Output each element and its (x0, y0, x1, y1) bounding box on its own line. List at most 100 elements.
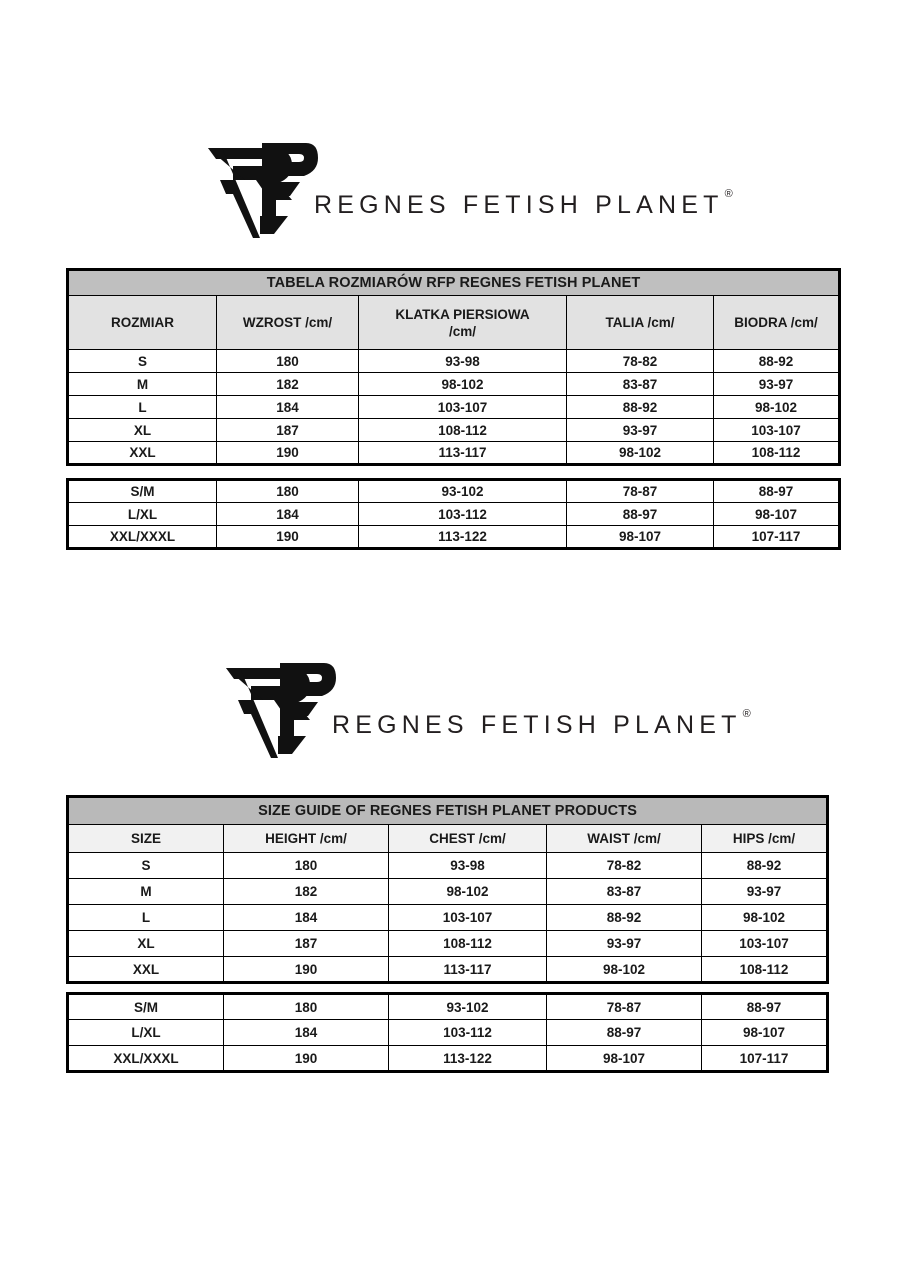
table-row: XXL 190 113-117 98-102 108-112 (67, 956, 829, 983)
table-row: M 182 98-102 83-87 93-97 (67, 372, 841, 396)
cell-waist: 93-97 (566, 418, 714, 442)
cell-height: 190 (223, 1045, 389, 1072)
cell-size: M (67, 878, 224, 905)
cell-size: XXL (67, 441, 217, 465)
table-row: S 180 93-98 78-82 88-92 (67, 852, 829, 879)
cell-waist: 98-107 (566, 525, 714, 549)
table-row: XXL 190 113-117 98-102 108-112 (67, 441, 841, 465)
cell-chest: 103-107 (358, 395, 567, 419)
col-header-hips-en: HIPS /cm/ (700, 824, 829, 853)
cell-waist: 98-102 (546, 956, 702, 983)
col-header-size-en: SIZE (67, 824, 224, 853)
table-row: XL 187 108-112 93-97 103-107 (67, 930, 829, 957)
cell-chest: 98-102 (358, 372, 567, 396)
table-title-row: SIZE GUIDE OF REGNES FETISH PLANET PRODU… (66, 796, 829, 825)
cell-waist: 83-87 (546, 878, 702, 905)
cell-chest: 98-102 (388, 878, 547, 905)
cell-chest: 103-112 (388, 1019, 547, 1046)
cell-waist: 88-97 (566, 502, 714, 526)
cell-chest: 103-112 (358, 502, 567, 526)
col-header-hips-pl: BIODRA /cm/ (712, 295, 841, 350)
cell-height: 187 (216, 418, 359, 442)
size-table-pl-primary-wrapper: TABELA ROZMIARÓW RFP REGNES FETISH PLANE… (66, 268, 842, 466)
cell-waist: 88-92 (566, 395, 714, 419)
rfp-monogram-icon (200, 138, 318, 242)
cell-hips: 107-117 (701, 1045, 828, 1072)
size-table-en-primary: SIZE GUIDE OF REGNES FETISH PLANET PRODU… (66, 795, 830, 984)
size-table-pl-combined: S/M 180 93-102 78-87 88-97 L/XL 184 103-… (66, 478, 841, 550)
cell-hips: 98-102 (712, 395, 841, 419)
table-row: XXL/XXXL 190 113-122 98-107 107-117 (67, 525, 840, 549)
col-header-size-pl: ROZMIAR (67, 295, 217, 350)
cell-waist: 78-82 (566, 349, 714, 373)
cell-size: S/M (67, 479, 217, 503)
cell-hips: 103-107 (712, 418, 841, 442)
table-row: M 182 98-102 83-87 93-97 (67, 878, 829, 905)
cell-hips: 108-112 (700, 956, 829, 983)
cell-height: 182 (216, 372, 359, 396)
brand-wordmark: REGNES FETISH PLANET® (332, 708, 751, 740)
cell-hips: 98-107 (701, 1019, 828, 1046)
rfp-monogram-icon (218, 658, 336, 762)
cell-chest: 93-102 (358, 479, 567, 503)
cell-size: S (67, 349, 217, 373)
registered-trademark-icon: ® (742, 708, 751, 721)
cell-size: L/XL (67, 1019, 224, 1046)
table-row: L 184 103-107 88-92 98-102 (67, 904, 829, 931)
size-table-en-combined: S/M 180 93-102 78-87 88-97 L/XL 184 103-… (66, 992, 829, 1073)
cell-waist: 78-87 (546, 993, 702, 1020)
size-table-pl-primary: TABELA ROZMIARÓW RFP REGNES FETISH PLANE… (66, 268, 842, 466)
cell-height: 184 (223, 1019, 389, 1046)
table-header-row: ROZMIAR WZROST /cm/ KLATKA PIERSIOWA /cm… (67, 295, 841, 350)
cell-size: XL (67, 418, 217, 442)
cell-waist: 93-97 (546, 930, 702, 957)
cell-height: 184 (223, 904, 389, 931)
cell-hips: 98-107 (713, 502, 840, 526)
cell-size: S/M (67, 993, 224, 1020)
col-header-chest-pl-line2: /cm/ (448, 323, 476, 339)
cell-waist: 78-82 (546, 852, 702, 879)
cell-size: XXL (67, 956, 224, 983)
table-row: S/M 180 93-102 78-87 88-97 (67, 993, 828, 1020)
table-row: S/M 180 93-102 78-87 88-97 (67, 479, 840, 503)
cell-size: XL (67, 930, 224, 957)
col-header-waist-pl: TALIA /cm/ (566, 295, 714, 350)
brand-name: REGNES FETISH PLANET (314, 190, 724, 219)
brand-logo-bottom: REGNES FETISH PLANET® (0, 658, 900, 762)
cell-height: 190 (223, 956, 389, 983)
cell-height: 182 (223, 878, 389, 905)
cell-chest: 93-98 (358, 349, 567, 373)
cell-hips: 103-107 (700, 930, 829, 957)
cell-chest: 113-117 (388, 956, 547, 983)
cell-height: 190 (216, 525, 359, 549)
col-header-height-pl: WZROST /cm/ (216, 295, 359, 350)
brand-name: REGNES FETISH PLANET (332, 710, 742, 739)
size-table-en-combined-wrapper: S/M 180 93-102 78-87 88-97 L/XL 184 103-… (66, 992, 829, 1073)
cell-hips: 88-92 (712, 349, 841, 373)
table-title-row: TABELA ROZMIARÓW RFP REGNES FETISH PLANE… (66, 269, 841, 296)
size-table-pl-combined-wrapper: S/M 180 93-102 78-87 88-97 L/XL 184 103-… (66, 478, 841, 550)
cell-waist: 98-102 (566, 441, 714, 465)
cell-hips: 93-97 (712, 372, 841, 396)
cell-height: 180 (216, 479, 359, 503)
cell-height: 180 (223, 993, 389, 1020)
cell-chest: 113-122 (358, 525, 567, 549)
cell-hips: 88-97 (701, 993, 828, 1020)
cell-chest: 113-117 (358, 441, 567, 465)
cell-chest: 93-98 (388, 852, 547, 879)
cell-hips: 88-97 (713, 479, 840, 503)
cell-height: 184 (216, 395, 359, 419)
cell-hips: 93-97 (700, 878, 829, 905)
col-header-chest-en: CHEST /cm/ (388, 824, 547, 853)
col-header-height-en: HEIGHT /cm/ (223, 824, 389, 853)
table-header-row: SIZE HEIGHT /cm/ CHEST /cm/ WAIST /cm/ H… (67, 824, 829, 853)
brand-logo-top: REGNES FETISH PLANET® (0, 138, 900, 242)
cell-chest: 93-102 (388, 993, 547, 1020)
cell-height: 190 (216, 441, 359, 465)
cell-hips: 108-112 (712, 441, 841, 465)
col-header-chest-pl: KLATKA PIERSIOWA /cm/ (358, 295, 567, 350)
cell-height: 180 (223, 852, 389, 879)
cell-height: 184 (216, 502, 359, 526)
cell-hips: 88-92 (700, 852, 829, 879)
